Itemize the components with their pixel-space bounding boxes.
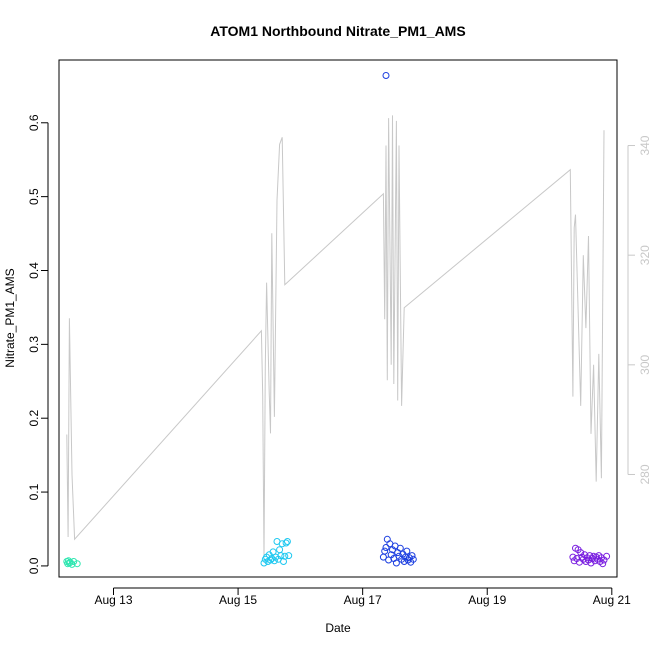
data-point [396,544,404,552]
y-tick-label: 0.1 [27,483,41,500]
data-point [599,560,607,568]
secondary-line [66,115,605,558]
data-point [283,538,291,545]
y-tick-label: 0.5 [27,188,41,205]
data-point [603,552,611,560]
x-tick-label: Aug 15 [219,593,257,607]
data-point [569,553,577,561]
y-tick-label: 0.2 [27,410,41,427]
data-point [383,535,391,543]
data-point [587,559,595,567]
data-point [382,72,390,79]
data-point [277,552,285,560]
data-point [382,544,390,551]
data-point [281,552,289,560]
x-axis: Aug 13 Aug 15 Aug 17 Aug 19 Aug 21 [94,587,631,607]
data-point [285,552,293,560]
y2-tick-label: 320 [638,245,650,265]
y-tick-label: 0.6 [27,114,41,131]
x-axis-label: Date [325,621,351,635]
data-point [381,547,389,555]
x-tick-label: Aug 21 [593,593,631,607]
secondary-series-layer [66,115,605,558]
x-tick-label: Aug 13 [94,593,132,607]
data-point [282,539,290,547]
data-point [392,559,400,567]
y2-tick-label: 300 [638,354,650,374]
x-tick-label: Aug 17 [344,593,382,607]
x-tick-label: Aug 19 [468,593,506,607]
data-point [409,555,417,563]
data-point [270,557,278,565]
data-point [403,547,411,555]
data-point [400,558,408,565]
y-tick-label: 0.4 [27,262,41,279]
y-tick-label: 0.0 [27,557,41,574]
data-point [66,558,74,566]
y-tick-label: 0.3 [27,336,41,353]
y-axis-label: Nitrate_PM1_AMS [3,268,17,367]
data-point [70,558,78,565]
data-point [267,556,274,564]
data-point [73,560,81,568]
y2-tick-label: 280 [638,464,650,484]
plot-frame [58,59,618,578]
y2-axis: 280 300 320 340 [627,135,650,484]
data-point [276,546,284,554]
data-point [280,558,287,565]
points-layer [63,72,611,568]
y-axis: 0.0 0.1 0.2 0.3 0.4 0.5 0.6 [27,114,49,574]
data-point [408,552,416,560]
y2-tick-label: 340 [638,135,650,155]
data-point [260,559,268,567]
data-point [577,549,585,557]
chart-title: ATOM1 Northbound Nitrate_PM1_AMS [210,23,465,39]
